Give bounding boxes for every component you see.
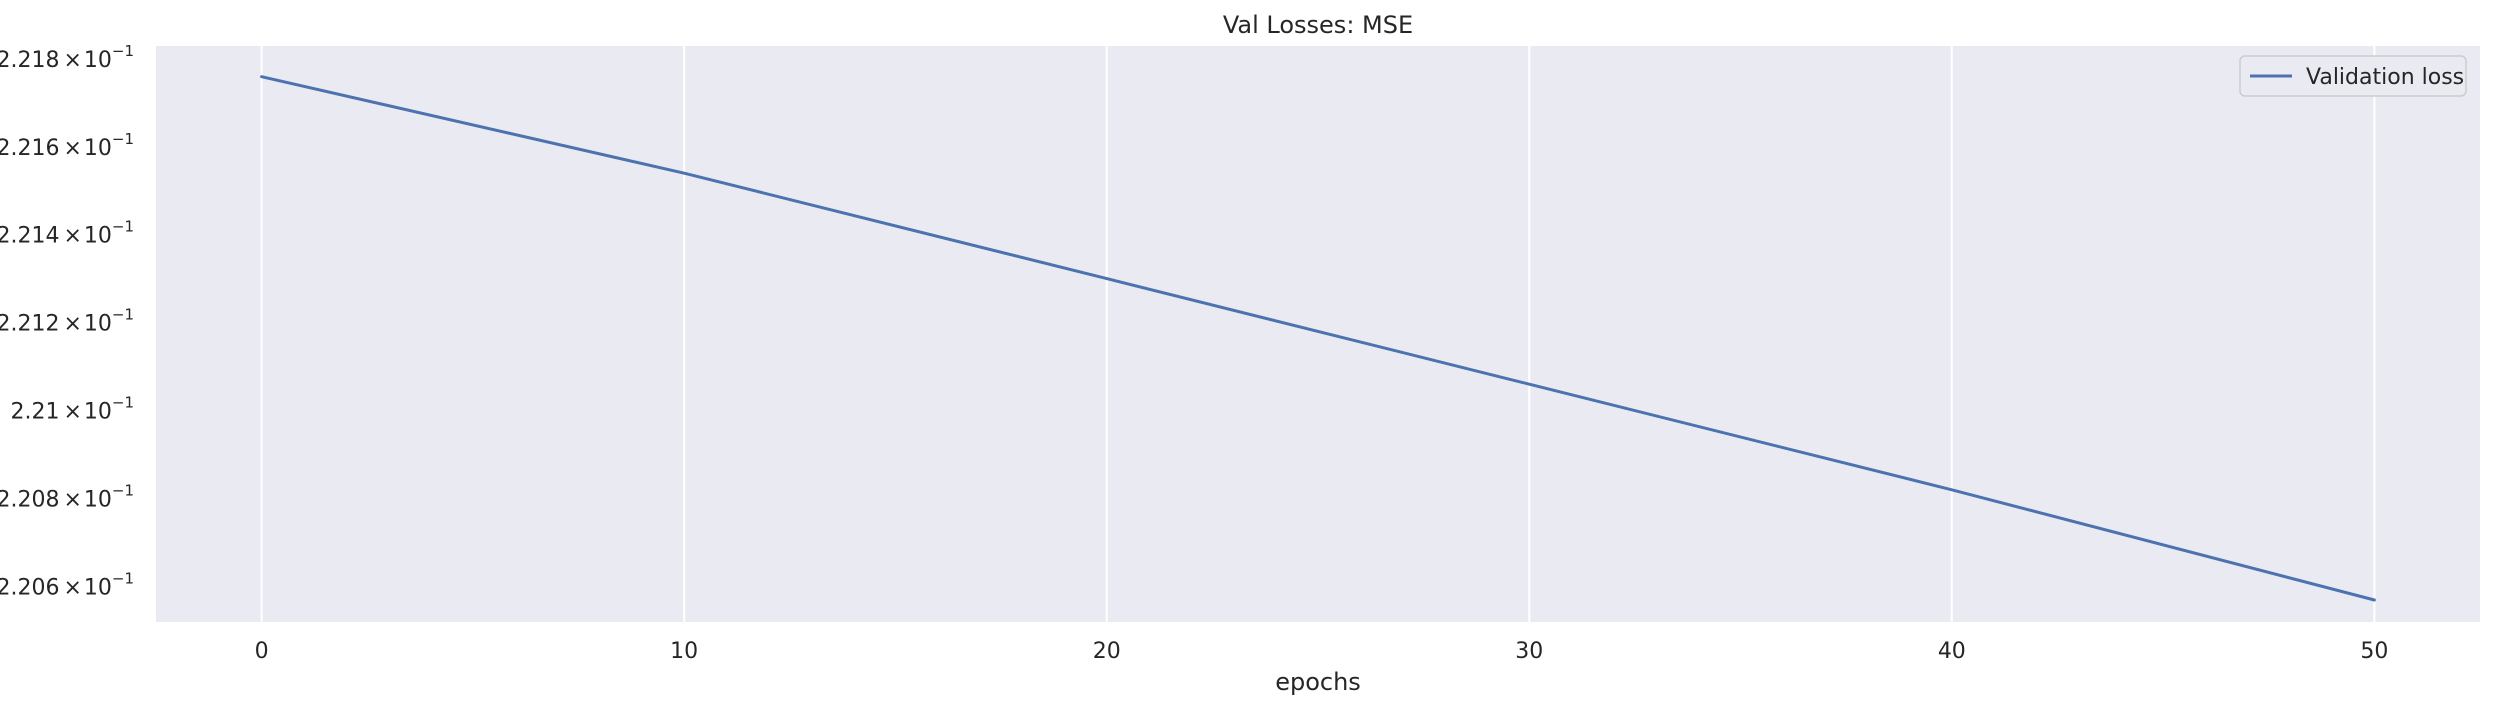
y-tick-mantissa: 2.214 — [0, 224, 59, 249]
legend: Validation loss — [2239, 55, 2467, 97]
y-tick-base: 10 — [84, 488, 112, 513]
y-tick-label: 2.21 ×10−1 — [10, 394, 134, 425]
y-tick-text: 2.218 ×10−1 — [0, 42, 134, 73]
series-layer — [260, 75, 2376, 602]
y-tick-text: 2.21 ×10−1 — [10, 394, 134, 425]
y-tick-exponent: −1 — [112, 42, 134, 60]
x-tick-label: 10 — [670, 639, 698, 664]
y-tick-mantissa: 2.216 — [0, 136, 59, 161]
y-tick-mantissa: 2.206 — [0, 576, 59, 601]
y-axis-ticks: 2.206 ×10−12.208 ×10−12.21 ×10−12.212 ×10−12… — [0, 42, 134, 601]
y-tick-mantissa: 2.208 — [0, 488, 59, 513]
y-tick-text: 2.214 ×10−1 — [0, 218, 134, 249]
x-axis-ticks: 0 10 20 30 40 50 — [255, 639, 2389, 664]
y-tick-exponent: −1 — [112, 394, 134, 412]
legend-label: Validation loss — [2306, 65, 2464, 90]
series-line-validation-loss — [260, 75, 2376, 602]
y-tick-label: 2.214 ×10−1 — [0, 218, 134, 249]
y-tick-label: 2.212 ×10−1 — [0, 306, 134, 337]
legend-box — [2239, 55, 2467, 97]
chart-title: Val Losses: MSE — [1223, 11, 1413, 39]
y-tick-base: 10 — [84, 48, 112, 73]
grid-lines — [260, 46, 2376, 622]
y-tick-mantissa: 2.21 — [10, 400, 59, 425]
x-axis-title: epochs — [1275, 668, 1361, 696]
x-tick-label: 20 — [1093, 639, 1121, 664]
y-tick-label: 2.216 ×10−1 — [0, 130, 134, 161]
x-tick-label: 0 — [255, 639, 269, 664]
y-tick-text: 2.206 ×10−1 — [0, 570, 134, 601]
y-tick-text: 2.208 ×10−1 — [0, 482, 134, 513]
y-tick-exponent: −1 — [112, 306, 134, 324]
y-tick-label: 2.208 ×10−1 — [0, 482, 134, 513]
x-tick-label: 30 — [1515, 639, 1543, 664]
y-tick-mantissa: 2.218 — [0, 48, 59, 73]
y-tick-base: 10 — [84, 224, 112, 249]
y-tick-text: 2.212 ×10−1 — [0, 306, 134, 337]
x-tick-label: 40 — [1938, 639, 1966, 664]
y-tick-mantissa: 2.212 — [0, 312, 59, 337]
y-tick-text: 2.216 ×10−1 — [0, 130, 134, 161]
y-tick-base: 10 — [84, 576, 112, 601]
y-tick-label: 2.206 ×10−1 — [0, 570, 134, 601]
y-tick-base: 10 — [84, 312, 112, 337]
y-tick-base: 10 — [84, 400, 112, 425]
y-tick-label: 2.218 ×10−1 — [0, 42, 134, 73]
y-tick-exponent: −1 — [112, 130, 134, 148]
y-tick-base: 10 — [84, 136, 112, 161]
y-tick-exponent: −1 — [112, 482, 134, 500]
x-tick-label: 50 — [2360, 639, 2388, 664]
y-tick-exponent: −1 — [112, 218, 134, 236]
y-tick-exponent: −1 — [112, 570, 134, 588]
